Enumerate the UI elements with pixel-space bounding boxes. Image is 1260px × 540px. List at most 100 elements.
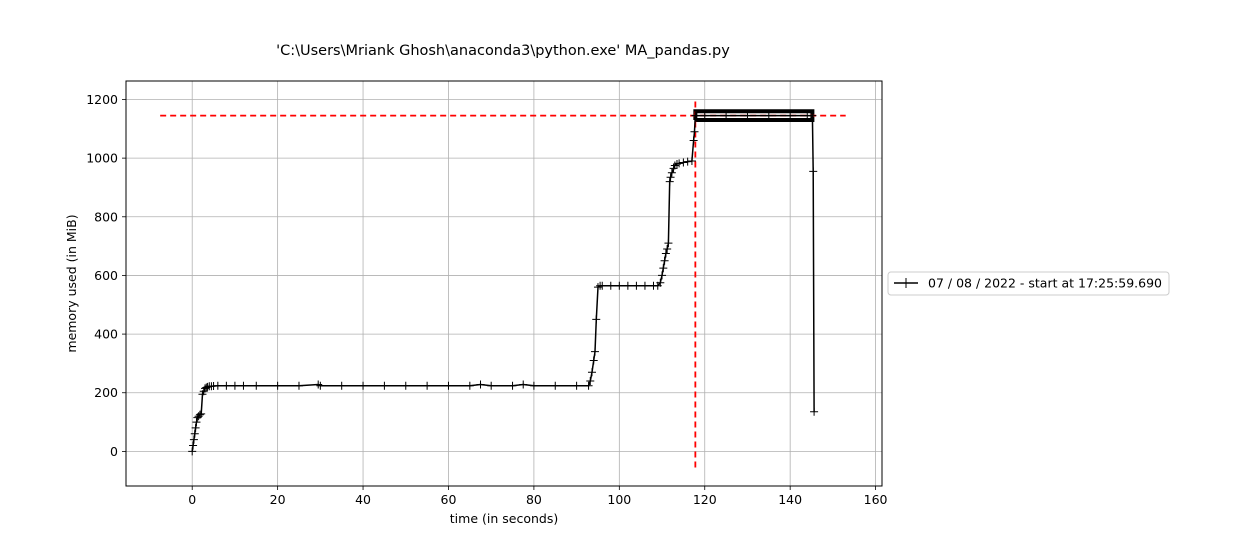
data-point-marker bbox=[666, 173, 675, 182]
data-point-marker bbox=[476, 380, 485, 389]
data-point-marker bbox=[786, 111, 795, 120]
data-point-marker bbox=[659, 264, 668, 273]
data-point-marker bbox=[667, 168, 676, 177]
data-point-marker bbox=[316, 381, 325, 390]
x-axis: 0 20 40 60 80 100 120 140 160 bbox=[188, 486, 888, 507]
data-point-marker bbox=[189, 441, 198, 450]
data-point-marker bbox=[743, 111, 752, 120]
data-point-marker bbox=[586, 377, 595, 386]
data-point-marker bbox=[661, 249, 670, 258]
data-point-marker bbox=[551, 381, 560, 390]
legend-entry-label: 07 / 08 / 2022 - start at 17:25:59.690 bbox=[928, 276, 1162, 291]
data-point-marker bbox=[190, 429, 199, 438]
x-tick-label: 100 bbox=[607, 492, 631, 507]
data-point-marker bbox=[672, 159, 681, 168]
x-tick-label: 40 bbox=[355, 492, 371, 507]
data-point-marker bbox=[444, 381, 453, 390]
data-point-marker bbox=[593, 283, 602, 292]
data-point-marker bbox=[230, 381, 239, 390]
y-tick-label: 1000 bbox=[86, 151, 118, 166]
data-point-marker bbox=[589, 356, 598, 365]
data-point-marker bbox=[679, 158, 688, 167]
data-point-marker bbox=[359, 381, 368, 390]
legend: 07 / 08 / 2022 - start at 17:25:59.690 bbox=[887, 271, 1170, 296]
data-point-marker bbox=[658, 271, 667, 280]
data-point-marker bbox=[519, 380, 528, 389]
data-point-marker bbox=[508, 381, 517, 390]
data-point-marker bbox=[764, 111, 773, 120]
x-axis-label: time (in seconds) bbox=[450, 511, 558, 526]
data-point-marker bbox=[572, 381, 581, 390]
y-tick-label: 400 bbox=[94, 327, 118, 342]
data-point-marker bbox=[423, 381, 432, 390]
data-point-marker bbox=[465, 381, 474, 390]
data-point-marker bbox=[632, 281, 641, 290]
data-point-marker bbox=[592, 315, 601, 324]
data-point-marker bbox=[487, 381, 496, 390]
data-point-marker bbox=[606, 281, 615, 290]
x-tick-label: 160 bbox=[864, 492, 888, 507]
data-point-marker bbox=[192, 418, 201, 427]
legend-marker-swatch bbox=[901, 278, 911, 288]
series-layer bbox=[188, 111, 819, 456]
x-tick-label: 120 bbox=[693, 492, 717, 507]
data-point-marker bbox=[197, 409, 206, 418]
data-point-marker bbox=[529, 381, 538, 390]
data-point-marker bbox=[663, 245, 672, 254]
data-point-marker bbox=[640, 281, 649, 290]
data-point-marker bbox=[191, 423, 200, 432]
data-point-marker bbox=[590, 347, 599, 356]
data-point-marker bbox=[189, 435, 198, 444]
grid bbox=[126, 81, 882, 486]
data-point-marker bbox=[252, 381, 261, 390]
x-tick-label: 0 bbox=[188, 492, 196, 507]
plot-frame bbox=[125, 80, 883, 487]
data-point-marker bbox=[656, 278, 665, 287]
data-point-marker bbox=[239, 381, 248, 390]
y-tick-label: 800 bbox=[94, 209, 118, 224]
data-point-marker bbox=[808, 111, 817, 120]
y-tick-label: 600 bbox=[94, 268, 118, 283]
y-axis: 0 200 400 600 800 1000 1200 bbox=[86, 92, 126, 459]
legend-box bbox=[887, 271, 1170, 296]
data-point-marker bbox=[683, 157, 692, 166]
data-point-marker bbox=[809, 167, 818, 176]
data-point-marker bbox=[273, 381, 282, 390]
data-point-marker bbox=[692, 111, 701, 120]
chart-title: 'C:\Users\Mriank Ghosh\anaconda3\python.… bbox=[276, 43, 730, 59]
data-point-marker bbox=[294, 381, 303, 390]
data-point-marker bbox=[615, 281, 624, 290]
data-point-marker bbox=[810, 407, 819, 416]
data-point-marker bbox=[222, 381, 231, 390]
data-point-marker bbox=[660, 256, 669, 265]
y-tick-label: 1200 bbox=[86, 92, 118, 107]
data-point-marker bbox=[664, 239, 673, 248]
series-line bbox=[191, 114, 815, 452]
data-point-marker bbox=[665, 177, 674, 186]
data-point-marker bbox=[314, 380, 323, 389]
y-tick-label: 200 bbox=[94, 385, 118, 400]
data-point-marker bbox=[584, 381, 593, 390]
data-point-marker bbox=[623, 281, 632, 290]
data-point-marker bbox=[188, 447, 197, 456]
data-point-marker bbox=[203, 382, 212, 391]
data-point-marker bbox=[689, 136, 698, 145]
data-point-marker bbox=[337, 381, 346, 390]
data-point-marker bbox=[722, 111, 731, 120]
data-point-marker bbox=[687, 157, 696, 166]
y-axis-label: memory used (in MiB) bbox=[64, 214, 79, 352]
x-tick-label: 80 bbox=[526, 492, 542, 507]
y-tick-label: 0 bbox=[110, 444, 118, 459]
annotations bbox=[160, 99, 846, 468]
data-point-marker bbox=[670, 161, 679, 170]
data-point-marker bbox=[401, 381, 410, 390]
x-tick-label: 60 bbox=[441, 492, 457, 507]
data-point-marker bbox=[195, 410, 204, 419]
data-point-marker bbox=[587, 368, 596, 377]
data-point-marker bbox=[213, 381, 222, 390]
data-point-marker bbox=[700, 111, 709, 120]
data-point-marker bbox=[598, 281, 607, 290]
x-tick-label: 20 bbox=[270, 492, 286, 507]
data-point-marker bbox=[380, 381, 389, 390]
